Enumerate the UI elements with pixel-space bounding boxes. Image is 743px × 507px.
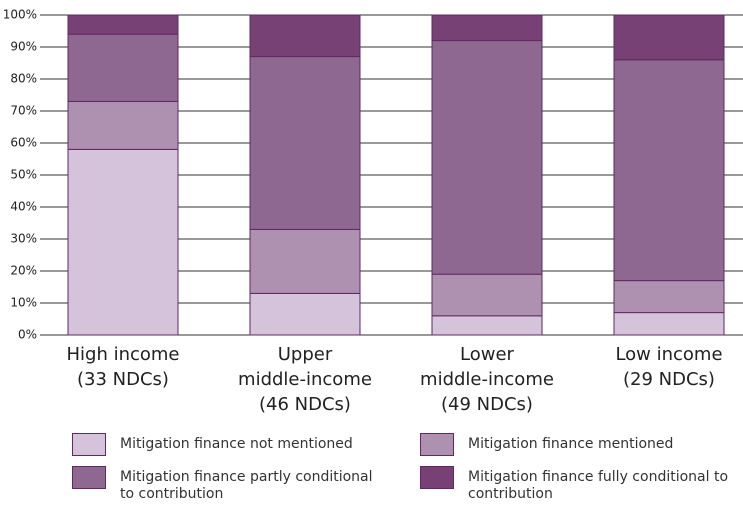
y-tick-label: 10% xyxy=(10,296,37,310)
y-tick-label: 100% xyxy=(3,8,37,22)
bar-segment xyxy=(431,14,543,42)
y-tick-label: 70% xyxy=(10,104,37,118)
bar-segment xyxy=(249,14,361,58)
legend-label: Mitigation finance partly conditional to… xyxy=(120,469,373,502)
x-tick-label: High income xyxy=(66,344,179,365)
x-tick-label: middle-income xyxy=(238,369,372,390)
y-tick-label: 30% xyxy=(10,232,37,246)
legend-swatch xyxy=(72,433,106,456)
bar-segment xyxy=(613,14,725,61)
bar-segment xyxy=(67,148,179,336)
x-tick-label: (46 NDCs) xyxy=(259,394,351,415)
x-tick-label: Upper xyxy=(278,344,333,365)
bar-segment xyxy=(67,100,179,150)
legend-label: Mitigation finance fully conditional to … xyxy=(468,469,729,502)
legend-swatch xyxy=(420,466,454,489)
bar-segment xyxy=(249,292,361,336)
bar-segment xyxy=(249,56,361,230)
legend-swatch xyxy=(420,433,454,456)
bar-segment xyxy=(613,280,725,314)
x-tick-label: middle-income xyxy=(420,369,554,390)
legend-label: Mitigation finance mentioned xyxy=(468,436,674,452)
legend-label: Mitigation finance not mentioned xyxy=(120,436,353,452)
bar-segment xyxy=(67,14,179,35)
bar-segment xyxy=(67,33,179,102)
bar-segment xyxy=(431,273,543,317)
bar-segment xyxy=(613,59,725,282)
x-tick-label: (33 NDCs) xyxy=(77,369,169,390)
legend-swatch xyxy=(72,466,106,489)
bar-segment xyxy=(249,228,361,294)
y-tick-label: 20% xyxy=(10,264,37,278)
chart: 0% 10% 20% 30% 40% 50% 60% 70% 80% 90% 100% High in… xyxy=(3,8,743,415)
y-tick-label: 50% xyxy=(10,168,37,182)
x-tick-label: Low income xyxy=(615,344,722,365)
y-tick-label: 0% xyxy=(18,328,37,342)
bar-segment xyxy=(613,312,725,336)
y-tick-label: 40% xyxy=(10,200,37,214)
y-tick-label: 80% xyxy=(10,72,37,86)
y-tick-label: 60% xyxy=(10,136,37,150)
x-tick-label: (49 NDCs) xyxy=(441,394,533,415)
bar-segment xyxy=(431,315,543,336)
bar-segment xyxy=(431,40,543,275)
x-tick-label: (29 NDCs) xyxy=(623,369,715,390)
x-tick-label: Lower xyxy=(460,344,515,365)
y-tick-label: 90% xyxy=(10,40,37,54)
